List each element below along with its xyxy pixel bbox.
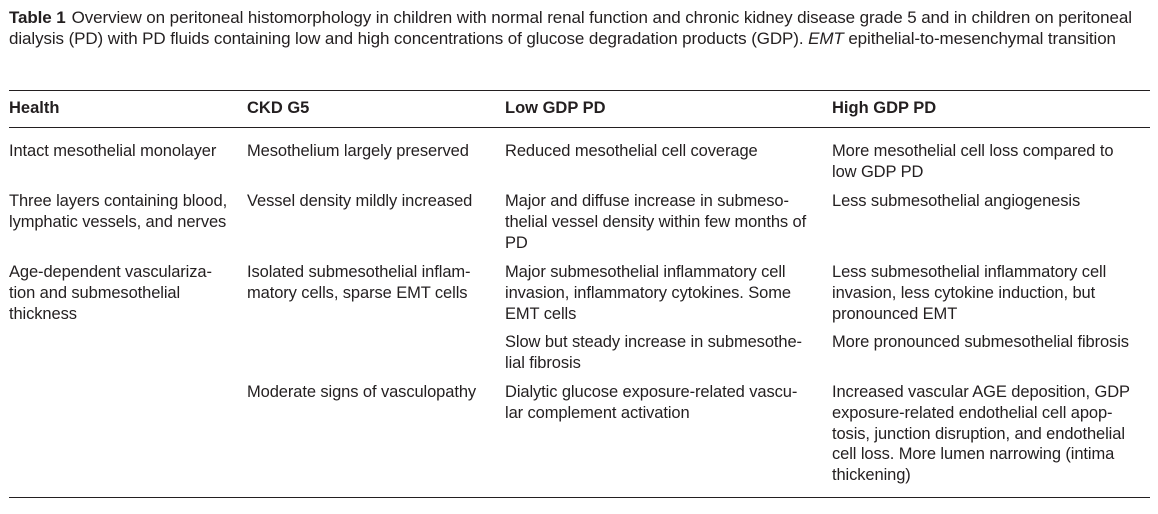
table-caption: Table 1 Overview on peritoneal histomorph… bbox=[9, 8, 1151, 50]
table-cell-low-gdp-4: Slow but steady increase in submesothe-l… bbox=[505, 333, 802, 372]
table-cell-ckd-2: Vessel density mildly increased bbox=[247, 192, 473, 210]
table-cell-ckd-4: Moderate signs of vasculopathy bbox=[247, 383, 477, 401]
table-cell-high-gdp-4: More pronounced submesothelial fibrosis bbox=[832, 333, 1129, 351]
column-header-low-gdp-pd: Low GDP PD bbox=[505, 99, 606, 117]
table-cell-low-gdp-1: Reduced mesothelial cell coverage bbox=[505, 142, 758, 160]
table-top-rule bbox=[9, 90, 1150, 91]
table-cell-high-gdp-2: Less submesothelial angiogenesis bbox=[832, 192, 1081, 210]
table-cell-low-gdp-3: Major submesothelial inflammatory cell i… bbox=[505, 263, 791, 323]
column-header-ckd-g5: CKD G5 bbox=[247, 99, 310, 117]
column-header-high-gdp-pd: High GDP PD bbox=[832, 99, 937, 117]
column-header-health: Health bbox=[9, 99, 60, 117]
table-cell-high-gdp-1: More mesothelial cell loss compared to l… bbox=[832, 142, 1114, 181]
table-label: Table 1 bbox=[9, 8, 66, 27]
caption-text: Overview on peritoneal histomorphology i… bbox=[9, 8, 1132, 48]
table-cell-health-3: Age-dependent vasculariza-tion and subme… bbox=[9, 263, 212, 323]
table-bottom-rule bbox=[9, 497, 1150, 498]
table-cell-low-gdp-2: Major and diffuse increase in submeso-th… bbox=[505, 192, 807, 252]
table-header-rule bbox=[9, 127, 1150, 128]
table-cell-ckd-3: Isolated submesothelial inflam-matory ce… bbox=[247, 263, 471, 302]
table-cell-low-gdp-5: Dialytic glucose exposure-related vascu-… bbox=[505, 383, 798, 422]
caption-abbreviation: EMT bbox=[808, 28, 844, 48]
table-cell-health-1: Intact mesothelial monolayer bbox=[9, 142, 217, 160]
caption-abbreviation-definition: epithelial-to-mesenchymal transition bbox=[848, 28, 1116, 48]
table-cell-high-gdp-3: Less submesothelial inflammatory cell in… bbox=[832, 263, 1107, 323]
table-cell-health-2: Three layers containing blood, lymphatic… bbox=[9, 192, 228, 231]
table-cell-ckd-1: Mesothelium largely preserved bbox=[247, 142, 469, 160]
table-cell-high-gdp-5: Increased vascular AGE deposition, GDP e… bbox=[832, 383, 1130, 485]
